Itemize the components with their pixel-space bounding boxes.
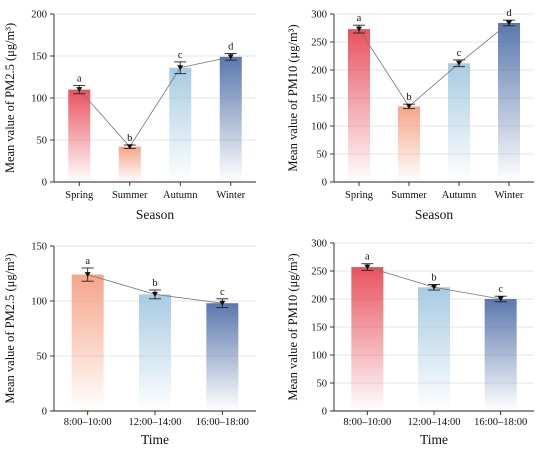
x-tick-label: Summer xyxy=(112,190,148,201)
mean-marker xyxy=(431,284,437,290)
mean-marker xyxy=(497,296,504,302)
x-tick-label: Autumn xyxy=(163,190,198,201)
x-tick-label: Winter xyxy=(495,190,524,201)
y-tick-label: 300 xyxy=(311,239,327,250)
mean-marker xyxy=(219,300,226,306)
significance-label: a xyxy=(357,13,362,24)
y-tick-label: 100 xyxy=(31,94,47,105)
significance-label: c xyxy=(220,287,225,298)
bar-Summer xyxy=(398,106,420,182)
y-axis-title: Mean value of PM10 (μg/m³) xyxy=(286,24,300,171)
y-tick-label: 200 xyxy=(31,10,47,21)
significance-label: a xyxy=(77,73,82,84)
bar-Autumn xyxy=(448,63,470,182)
x-axis-title: Season xyxy=(136,207,174,222)
significance-label: b xyxy=(431,272,436,283)
bar-16:00–18:00 xyxy=(484,299,517,411)
y-tick-label: 100 xyxy=(311,351,327,362)
bar-Winter xyxy=(219,56,242,183)
y-tick-label: 150 xyxy=(311,323,327,334)
y-axis-title: Mean value of PM2.5 (μg/m³) xyxy=(3,23,17,173)
x-tick-label: 8:00–10:00 xyxy=(64,417,112,428)
significance-label: a xyxy=(365,252,370,263)
y-tick-label: 0 xyxy=(322,178,327,189)
bar-12:00–14:00 xyxy=(418,287,450,411)
x-tick-label: 8:00–10:00 xyxy=(343,417,391,428)
y-tick-label: 0 xyxy=(42,178,47,189)
x-tick-label: 12:00–14:00 xyxy=(407,417,460,428)
y-tick-label: 0 xyxy=(42,407,47,418)
y-tick-label: 150 xyxy=(311,94,327,105)
bar-Spring xyxy=(68,89,91,182)
y-tick-label: 50 xyxy=(37,136,48,147)
significance-label: c xyxy=(178,50,183,61)
y-tick-label: 50 xyxy=(317,379,328,390)
x-axis-title: Time xyxy=(420,432,448,447)
mean-marker xyxy=(76,87,83,93)
significance-label: b xyxy=(152,278,157,289)
bar-Winter xyxy=(498,22,520,183)
y-tick-label: 0 xyxy=(322,407,327,418)
bar-12:00–14:00 xyxy=(139,294,171,411)
mean-marker xyxy=(177,65,184,71)
bar-Spring xyxy=(348,29,370,183)
mean-marker xyxy=(356,26,362,32)
y-axis-title: Mean value of PM10 (μg/m³) xyxy=(286,253,300,400)
mean-marker xyxy=(406,103,412,109)
y-tick-label: 150 xyxy=(31,52,47,63)
x-axis-title: Time xyxy=(141,432,169,447)
mean-marker xyxy=(227,54,234,60)
chart-panel-1: a b c d 0 50 100 150 200 Spring Summer Autumn Winter… xyxy=(3,10,256,222)
mean-line xyxy=(78,56,231,148)
bar-8:00–10:00 xyxy=(351,267,384,411)
y-tick-label: 200 xyxy=(311,295,327,306)
significance-label: c xyxy=(457,48,462,59)
y-tick-label: 150 xyxy=(31,242,47,253)
mean-marker xyxy=(506,20,512,26)
mean-marker xyxy=(84,272,91,278)
x-tick-label: 16:00–18:00 xyxy=(196,417,249,428)
mean-marker xyxy=(456,60,462,66)
x-tick-label: 12:00–14:00 xyxy=(128,417,181,428)
chart-panel-4: a b c 0 50 100 150 200 250 300 8:00–10:00 12:00–14:… xyxy=(286,239,534,447)
significance-label: d xyxy=(228,41,234,52)
bar-Autumn xyxy=(169,67,192,182)
x-tick-label: Spring xyxy=(345,190,374,201)
mean-marker xyxy=(126,144,133,150)
x-axis-title: Season xyxy=(415,207,453,222)
chart-panel-2: a b c d 0 50 100 150 200 250 300 Spring Summer Autumn… xyxy=(286,8,534,222)
y-tick-label: 250 xyxy=(311,267,327,278)
chart-panel-3: a b c 0 50 100 150 8:00–10:00 12:00–14:00 16:00–1… xyxy=(3,242,256,447)
significance-label: c xyxy=(498,284,503,295)
x-tick-label: Autumn xyxy=(442,190,477,201)
mean-line xyxy=(358,22,510,108)
significance-label: a xyxy=(85,256,90,267)
y-tick-label: 100 xyxy=(31,297,47,308)
y-tick-label: 250 xyxy=(311,38,327,49)
x-tick-label: Summer xyxy=(391,190,427,201)
x-tick-label: Winter xyxy=(216,190,245,201)
significance-label: b xyxy=(127,133,132,144)
bar-16:00–18:00 xyxy=(206,303,239,411)
y-tick-label: 100 xyxy=(311,122,327,133)
y-tick-label: 300 xyxy=(311,10,327,21)
y-axis-title: Mean value of PM2.5 (μg/m³) xyxy=(3,253,17,403)
significance-label: d xyxy=(506,8,512,19)
y-tick-label: 50 xyxy=(37,352,48,363)
x-tick-label: Spring xyxy=(65,190,94,201)
significance-label: b xyxy=(406,92,411,103)
mean-marker xyxy=(152,291,158,297)
x-tick-label: 16:00–18:00 xyxy=(474,417,527,428)
bar-8:00–10:00 xyxy=(71,274,104,411)
y-tick-label: 50 xyxy=(317,150,328,161)
bar-Summer xyxy=(118,146,141,182)
y-tick-label: 200 xyxy=(311,66,327,77)
mean-marker xyxy=(364,264,371,270)
